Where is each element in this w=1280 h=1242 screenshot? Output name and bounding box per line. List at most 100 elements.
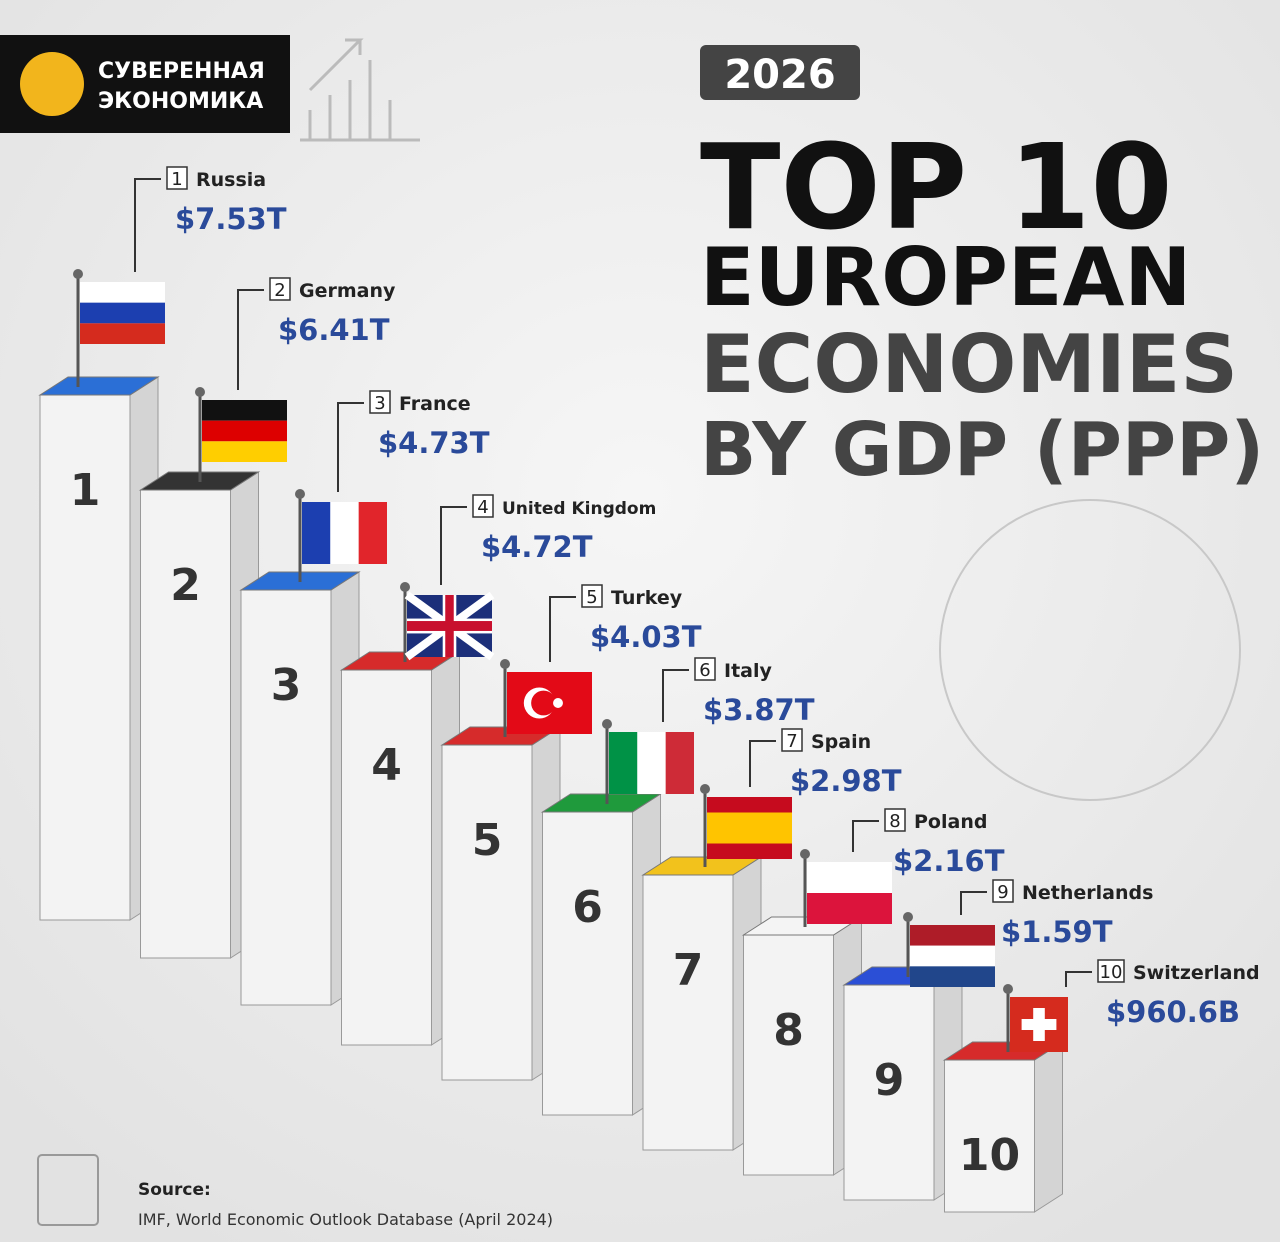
flag-part (302, 502, 331, 564)
title-line: EUROPEAN (700, 231, 1191, 324)
pillar-rank: 8 (773, 1005, 804, 1056)
flag (202, 400, 287, 462)
gdp-value: $960.6B (1106, 995, 1240, 1029)
globe (939, 499, 1241, 801)
flag (1010, 997, 1068, 1052)
pole-knob (400, 582, 410, 592)
leader-line (134, 178, 161, 272)
pillar-rank: 2 (170, 560, 201, 611)
rank-box (1097, 959, 1125, 983)
flag-part (807, 862, 892, 893)
gdp-value: $2.98T (790, 764, 902, 798)
leader-line (237, 289, 264, 390)
rank-number: 2 (274, 280, 285, 301)
gdp-value: $4.72T (481, 530, 593, 564)
rank-box (781, 728, 803, 752)
pillar-cap (38, 376, 160, 396)
rank-box (992, 879, 1014, 903)
flag-part (707, 812, 792, 844)
leader-line (440, 506, 467, 585)
country-name: Italy (724, 660, 772, 682)
rank-box (884, 808, 906, 832)
brand-logo (20, 52, 84, 116)
title-line: BY GDP (PPP) (700, 407, 1264, 493)
flag-part (665, 732, 694, 794)
gdp-value: $3.87T (703, 693, 815, 727)
rank-number: 9 (997, 882, 1008, 903)
flag (910, 925, 995, 987)
flag-part (910, 966, 995, 987)
growth-sketch (300, 38, 420, 142)
pillar-rank: 3 (271, 660, 302, 711)
flag-part (358, 502, 387, 564)
source-text: IMF, World Economic Outlook Database (Ap… (138, 1210, 553, 1229)
title-line: TOP 10 (700, 118, 1173, 256)
pillar-front (843, 984, 935, 1201)
pole-knob (800, 849, 810, 859)
flag-part (637, 732, 666, 794)
flag (707, 797, 792, 859)
flag-part (80, 302, 165, 324)
pillar-front (240, 589, 332, 1006)
leader-line (662, 669, 689, 722)
rank-number: 8 (889, 811, 900, 832)
flag (507, 672, 592, 734)
flag (807, 862, 892, 924)
flag-part (80, 323, 165, 344)
brand-line: СУВЕРЕННАЯ (98, 59, 265, 84)
country-name: United Kingdom (502, 499, 656, 519)
leader-line (1065, 971, 1092, 987)
gdp-value: $7.53T (175, 202, 287, 236)
source-label: Source: (138, 1180, 211, 1200)
country-name: France (399, 393, 471, 415)
flag (404, 591, 495, 661)
pillar-front (39, 394, 131, 921)
rank-number: 1 (171, 169, 182, 190)
flag-part (1021, 1019, 1057, 1030)
flag-part (202, 400, 287, 421)
pillar-front (944, 1059, 1035, 1213)
pole-knob (295, 489, 305, 499)
pillar-front (542, 811, 633, 1116)
pillar-rank: 4 (371, 740, 402, 791)
rank-box (269, 277, 291, 301)
flag (302, 502, 387, 564)
leader-line (337, 402, 364, 492)
gdp-value: $6.41T (278, 313, 390, 347)
country-name: Switzerland (1133, 962, 1260, 984)
pillar-rank: 5 (472, 815, 503, 866)
country-name: Germany (299, 280, 396, 302)
rank-number: 6 (699, 660, 710, 681)
flag (609, 732, 694, 794)
leader-line (852, 820, 879, 852)
pillar-rank: 9 (874, 1055, 905, 1106)
flag-part (807, 893, 892, 924)
country-name: Netherlands (1022, 882, 1153, 904)
country-name: Russia (196, 169, 266, 191)
leader-line (960, 891, 987, 915)
rank-box (369, 390, 391, 414)
rank-number: 10 (1100, 962, 1123, 983)
pole-knob (1003, 984, 1013, 994)
pole-knob (700, 784, 710, 794)
country-name: Spain (811, 731, 871, 753)
title-line: ECONOMIES (700, 318, 1238, 411)
flag-part (531, 690, 556, 716)
flag-part (202, 420, 287, 442)
rank-box (581, 584, 603, 608)
pole-knob (903, 912, 913, 922)
rank-number: 3 (374, 393, 385, 414)
flag-part (609, 732, 638, 794)
clipboard-icon (37, 1154, 99, 1226)
country-name: Poland (914, 811, 987, 833)
flag-part (910, 945, 995, 967)
pillar-front (341, 669, 432, 1046)
rank-box (472, 494, 494, 518)
flag-part (910, 925, 995, 946)
gdp-value: $2.16T (893, 844, 1005, 878)
flag-part (407, 621, 492, 631)
flag (80, 282, 165, 344)
flag-part (553, 698, 563, 708)
rank-box (166, 166, 188, 190)
